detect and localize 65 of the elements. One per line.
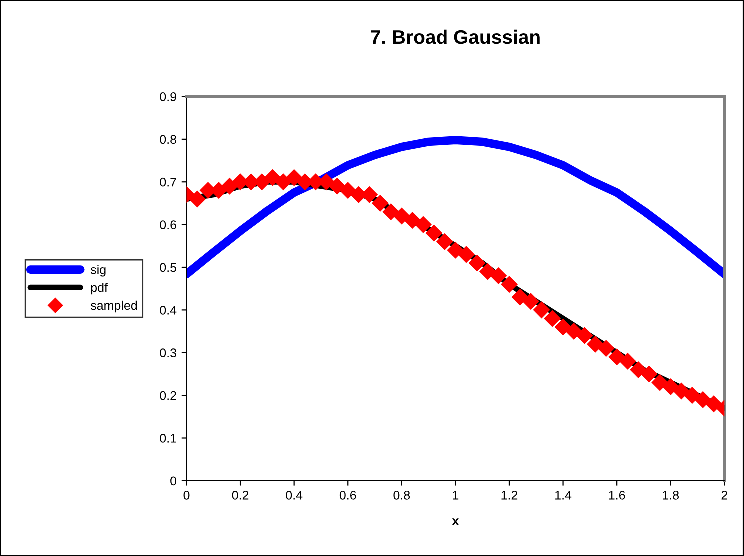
x-tick-label: 0.2	[232, 490, 249, 500]
x-tick-label: 1.8	[663, 490, 680, 500]
y-tick-label: 0	[170, 476, 177, 486]
point	[221, 178, 238, 195]
x-tick-label: 1.6	[609, 490, 626, 500]
point	[544, 310, 562, 328]
point	[587, 336, 604, 353]
x-tick-label: 1.4	[556, 491, 572, 500]
point	[275, 174, 292, 191]
y-tick-label: 0.2	[160, 391, 176, 400]
point	[458, 246, 475, 264]
point	[608, 348, 626, 366]
x-tick-label: 0.4	[286, 490, 303, 500]
point	[447, 242, 464, 259]
point	[630, 361, 648, 378]
x-tick-label: 0.8	[394, 490, 410, 500]
point	[673, 382, 690, 400]
point	[264, 169, 282, 186]
point	[189, 190, 206, 208]
y-tick-label: 0.8	[160, 135, 176, 144]
point	[479, 263, 496, 280]
point	[468, 254, 486, 272]
point	[393, 208, 410, 225]
point	[286, 169, 303, 186]
x-tick-label: 1.2	[502, 490, 518, 500]
point	[684, 387, 701, 404]
point	[436, 233, 454, 250]
legend-label: sig	[90, 265, 106, 277]
point	[512, 288, 529, 306]
point	[640, 366, 658, 383]
point	[576, 327, 594, 344]
point	[705, 396, 722, 413]
point	[328, 178, 346, 195]
point	[566, 323, 583, 340]
point	[554, 318, 572, 336]
y-tick-label: 0.4	[160, 306, 177, 315]
point	[652, 374, 669, 392]
point	[426, 224, 443, 242]
point	[490, 268, 508, 285]
chart-title: 7. Broad Gaussian	[371, 30, 540, 44]
legend-label: sampled	[90, 300, 138, 313]
x-tick-label: 2	[722, 490, 728, 500]
point	[340, 182, 357, 200]
y-tick-label: 0.3	[160, 348, 176, 358]
point	[662, 378, 680, 396]
point	[619, 352, 636, 370]
point	[522, 293, 540, 310]
x-tick-label: 0	[184, 490, 190, 500]
legend-label: pdf	[91, 283, 108, 295]
y-tick-label: 0.9	[160, 92, 176, 102]
point	[404, 212, 422, 230]
x-tick-label: 1	[453, 491, 459, 500]
point	[500, 276, 518, 294]
point	[533, 302, 550, 319]
y-tick-label: 0.6	[160, 220, 176, 230]
y-tick-label: 0.1	[160, 434, 176, 443]
point	[414, 216, 432, 234]
x-axis-title: x	[452, 518, 460, 526]
point	[694, 391, 712, 408]
point	[372, 194, 389, 212]
y-tick-label: 0.7	[160, 178, 176, 187]
point	[598, 340, 615, 358]
x-tick-label: 0.6	[340, 490, 356, 500]
y-tick-label: 0.5	[160, 263, 176, 272]
point	[382, 204, 400, 221]
